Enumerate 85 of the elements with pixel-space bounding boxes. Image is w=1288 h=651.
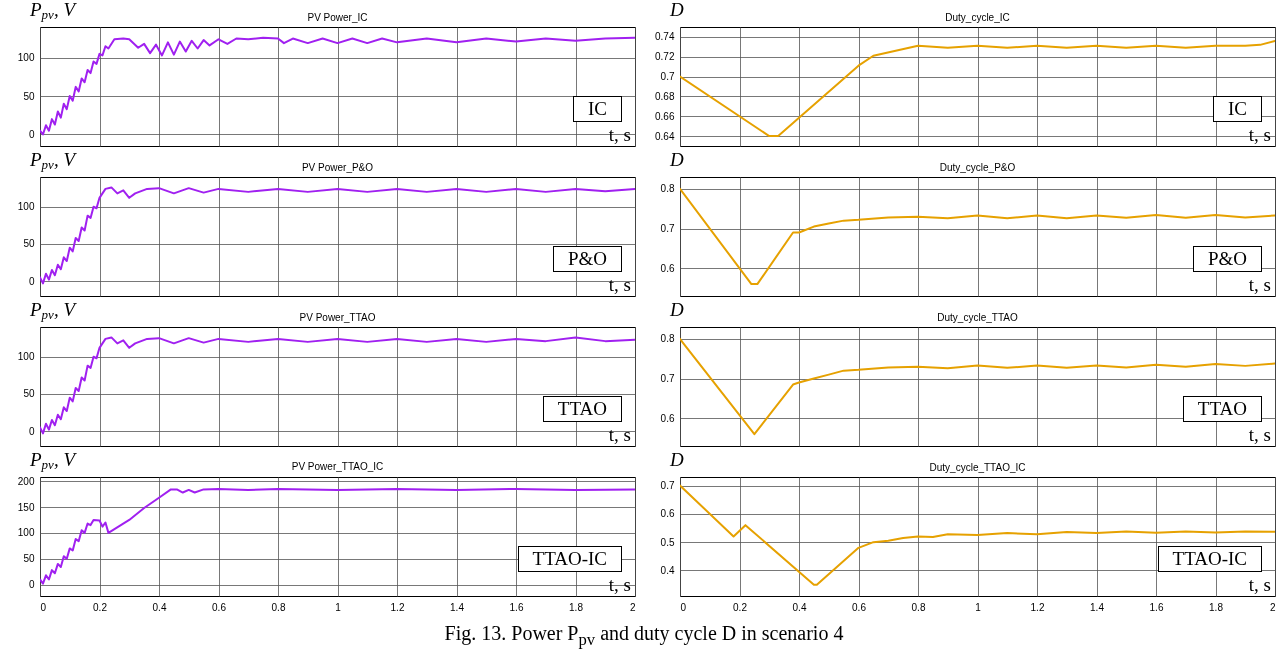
x-axis-title: t, s [1248, 424, 1271, 445]
chart-title: PV Power_IC [307, 12, 368, 23]
y-tick-label: 0.64 [655, 130, 675, 142]
y-tick-label: 0.8 [660, 333, 675, 345]
y-tick-label: 150 [17, 501, 35, 513]
annotation: P&O [552, 246, 622, 273]
y-axis-title: P$_{pv}$, V [30, 299, 75, 322]
x-tick-label: 1.6 [509, 601, 524, 613]
x-tick-label: 2 [1269, 601, 1276, 613]
x-tick-label: 0.2 [93, 601, 108, 613]
y-axis-title: P$_{pv}$, V [30, 149, 75, 172]
x-tick-label: 0.6 [852, 601, 867, 613]
x-tick-label: 1 [335, 601, 342, 613]
annotation: TTAO-IC [517, 546, 622, 573]
y-axis-title: P$_{pv}$, V [30, 449, 75, 472]
y-tick-label: 0 [28, 425, 35, 437]
x-tick-label: 1.4 [450, 601, 465, 613]
y-tick-label: 0.68 [655, 90, 675, 102]
y-tick-label: 0.5 [660, 536, 675, 548]
chart-title: Duty_cycle_TTAO [937, 312, 1018, 323]
y-tick-label: 0.7 [660, 480, 675, 491]
y-axis-title: P$_{pv}$, V [30, 0, 75, 22]
x-axis-title: t, s [608, 424, 631, 445]
annotation: P&O [1192, 246, 1262, 273]
x-tick-label: 1.2 [1030, 601, 1045, 613]
y-tick-label: 0.7 [660, 373, 675, 385]
chart-title: Duty_cycle_IC [945, 12, 1010, 23]
x-tick-label: 0 [40, 601, 47, 613]
x-axis-title: t, s [608, 574, 631, 595]
x-tick-label: 0.4 [152, 601, 167, 613]
x-tick-label: 0.6 [212, 601, 227, 613]
x-tick-label: 1 [975, 601, 982, 613]
x-axis-title: t, s [608, 274, 631, 295]
y-tick-label: 0 [28, 579, 35, 591]
chart-title: PV Power_TTAO_IC [291, 461, 384, 473]
x-tick-label: 0 [680, 601, 687, 613]
y-tick-label: 0.6 [660, 262, 675, 274]
annotation: TTAO-IC [1157, 546, 1262, 573]
chart-title: PV Power_TTAO [299, 312, 376, 323]
y-axis-title: D [670, 0, 684, 20]
y-tick-label: 0.66 [655, 110, 675, 122]
annotation: IC [1213, 96, 1262, 123]
x-tick-label: 0.8 [271, 601, 286, 613]
y-tick-label: 50 [23, 553, 35, 565]
y-tick-label: 0.7 [660, 71, 675, 83]
y-tick-label: 0.4 [660, 565, 675, 576]
chart-title: Duty_cycle_TTAO_IC [929, 462, 1026, 473]
x-axis-title: t, s [1248, 274, 1271, 295]
x-tick-label: 1.4 [1090, 601, 1105, 613]
y-tick-label: 50 [23, 238, 35, 250]
x-axis-title: t, s [608, 124, 631, 145]
y-tick-label: 100 [17, 351, 35, 363]
y-tick-label: 100 [17, 52, 35, 64]
y-tick-label: 100 [17, 201, 35, 213]
y-tick-label: 50 [23, 388, 35, 400]
y-tick-label: 0.74 [655, 31, 675, 43]
x-tick-label: 0.2 [733, 601, 748, 613]
x-tick-label: 0.8 [911, 601, 926, 613]
x-tick-label: 1.6 [1149, 601, 1164, 613]
y-tick-label: 0 [28, 128, 35, 140]
x-axis-title: t, s [1248, 124, 1271, 145]
y-tick-label: 0.8 [660, 183, 675, 195]
y-tick-label: 100 [17, 527, 35, 539]
x-tick-label: 2 [629, 601, 636, 613]
y-tick-label: 0.6 [660, 412, 675, 424]
y-tick-label: 0.6 [660, 508, 675, 520]
annotation: IC [573, 96, 622, 123]
y-tick-label: 0.72 [655, 51, 675, 63]
y-tick-label: 200 [17, 475, 35, 487]
x-axis-title: t, s [1248, 574, 1271, 595]
y-tick-label: 50 [23, 90, 35, 102]
annotation: TTAO [542, 396, 622, 423]
x-tick-label: 0.4 [792, 601, 807, 613]
y-tick-label: 0 [28, 275, 35, 287]
annotation: TTAO [1182, 396, 1262, 423]
x-tick-label: 1.8 [569, 601, 584, 613]
y-tick-label: 0.7 [660, 223, 675, 235]
y-axis-title: D [670, 449, 684, 470]
chart-title: PV Power_P&O [301, 162, 374, 173]
y-axis-title: D [670, 299, 684, 320]
x-tick-label: 1.2 [390, 601, 405, 613]
y-axis-title: D [670, 149, 684, 170]
chart-title: Duty_cycle_P&O [939, 162, 1016, 173]
caption: Fig. 13. Power P$_{pv}$ and duty cycle D in scenario 4 [443, 622, 845, 650]
x-tick-label: 1.8 [1209, 601, 1224, 613]
